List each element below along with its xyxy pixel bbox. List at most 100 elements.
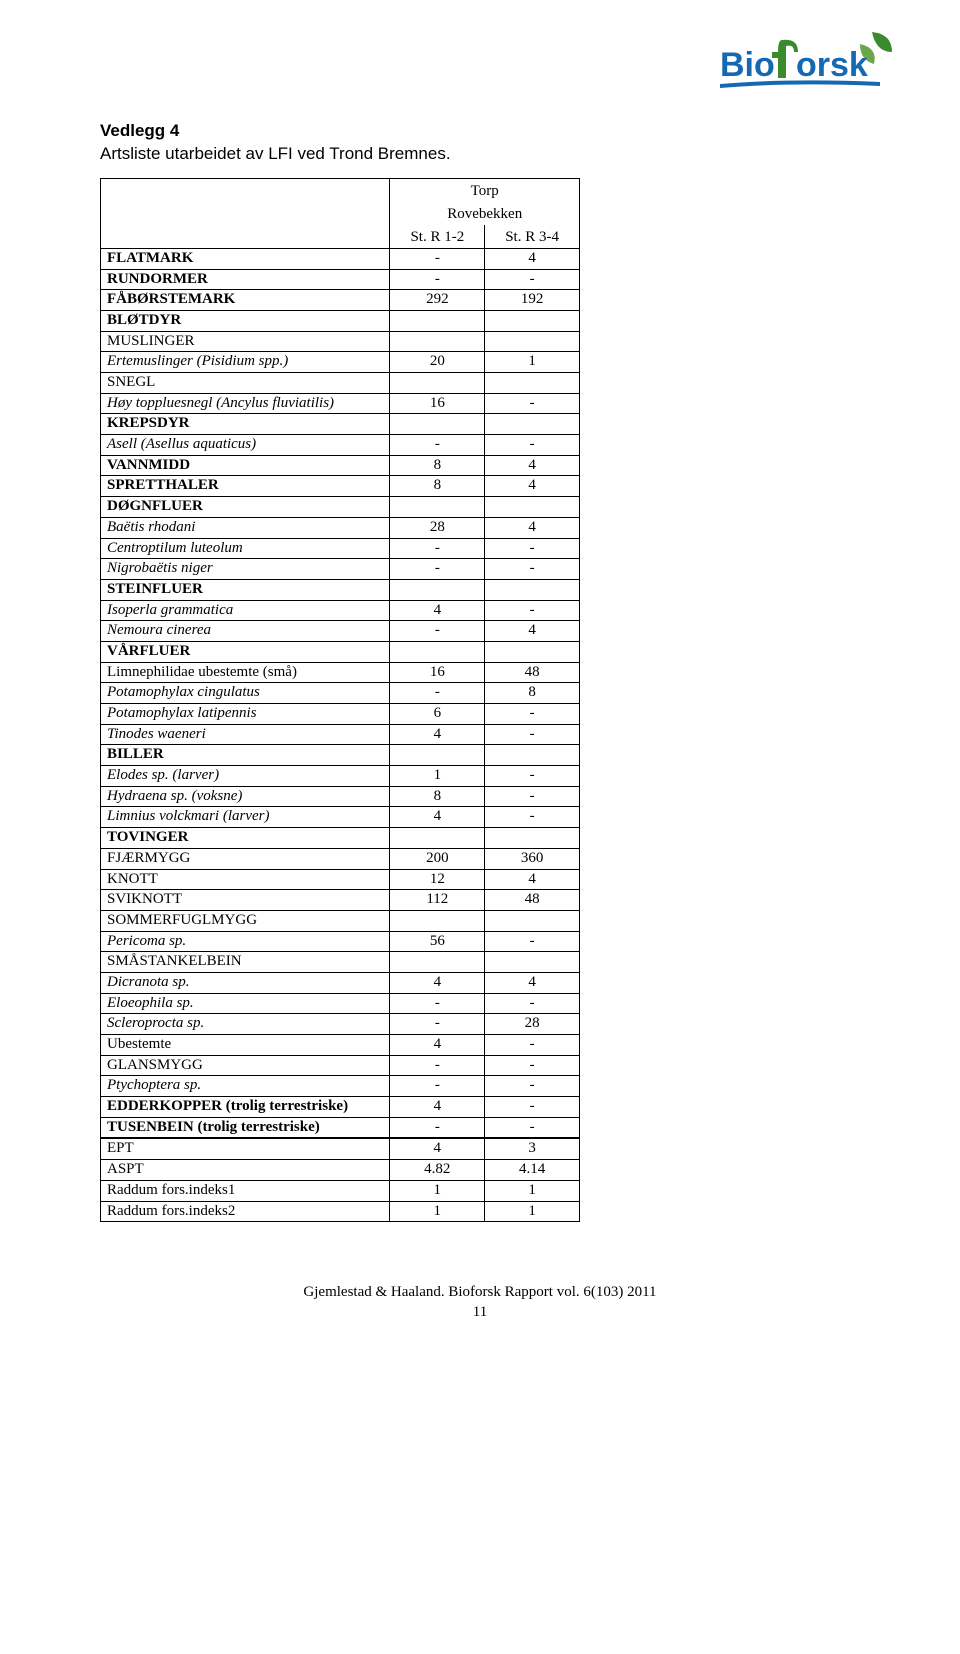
value-col1: 6 [390, 704, 485, 725]
table-row: SOMMERFUGLMYGG [101, 910, 580, 931]
value-col1: 4 [390, 600, 485, 621]
value-col2: - [485, 786, 580, 807]
value-col2: - [485, 1097, 580, 1118]
value-col2: 48 [485, 890, 580, 911]
value-col2 [485, 373, 580, 394]
species-name: FLATMARK [101, 248, 390, 269]
table-header-col1: St. R 1-2 [390, 225, 485, 249]
table-row: DØGNFLUER [101, 497, 580, 518]
table-row: Scleroprocta sp.-28 [101, 1014, 580, 1035]
table-row: Dicranota sp.44 [101, 972, 580, 993]
footer-page-number: 11 [100, 1302, 860, 1322]
species-name: Pericoma sp. [101, 931, 390, 952]
value-col2: 4 [485, 517, 580, 538]
species-name: FÅBØRSTEMARK [101, 290, 390, 311]
value-col2 [485, 497, 580, 518]
table-row: KNOTT124 [101, 869, 580, 890]
table-row: GLANSMYGG-- [101, 1055, 580, 1076]
value-col1 [390, 579, 485, 600]
value-col1: 20 [390, 352, 485, 373]
value-col2: 4 [485, 248, 580, 269]
summary-row: ASPT4.824.14 [101, 1160, 580, 1181]
summary-row: Raddum fors.indeks111 [101, 1180, 580, 1201]
value-col2 [485, 641, 580, 662]
footer-citation: Gjemlestad & Haaland. Bioforsk Rapport v… [100, 1282, 860, 1302]
species-name: Ptychoptera sp. [101, 1076, 390, 1097]
value-col1: - [390, 248, 485, 269]
table-row: Elodes sp. (larver)1- [101, 766, 580, 787]
value-col2: - [485, 1076, 580, 1097]
value-col1: 4 [390, 1035, 485, 1056]
species-name: TUSENBEIN (trolig terrestriske) [101, 1117, 390, 1138]
value-col2: 192 [485, 290, 580, 311]
species-name: Ertemuslinger (Pisidium spp.) [101, 352, 390, 373]
value-col2: 360 [485, 848, 580, 869]
value-col1: - [390, 1014, 485, 1035]
table-row: Ubestemte4- [101, 1035, 580, 1056]
species-name: Scleroprocta sp. [101, 1014, 390, 1035]
species-name: Dicranota sp. [101, 972, 390, 993]
summary-row: Raddum fors.indeks211 [101, 1201, 580, 1222]
value-col2: - [485, 807, 580, 828]
value-col2: 1 [485, 352, 580, 373]
page-header: Vedlegg 4 Artsliste utarbeidet av LFI ve… [100, 120, 860, 166]
species-name: VANNMIDD [101, 455, 390, 476]
value-col2: 28 [485, 1014, 580, 1035]
species-name: Elodes sp. (larver) [101, 766, 390, 787]
svg-text:Bio: Bio [720, 46, 775, 84]
table-row: MUSLINGER [101, 331, 580, 352]
value-col1: 292 [390, 290, 485, 311]
value-col1 [390, 414, 485, 435]
value-col1: - [390, 269, 485, 290]
table-row: FÅBØRSTEMARK292192 [101, 290, 580, 311]
value-col1: - [390, 683, 485, 704]
value-col1: - [390, 1117, 485, 1138]
summary-col1: 1 [390, 1201, 485, 1222]
table-row: Ptychoptera sp.-- [101, 1076, 580, 1097]
species-name: Asell (Asellus aquaticus) [101, 435, 390, 456]
table-row: Nigrobaëtis niger-- [101, 559, 580, 580]
value-col1: - [390, 435, 485, 456]
species-name: KREPSDYR [101, 414, 390, 435]
value-col2: - [485, 766, 580, 787]
svg-text:orsk: orsk [796, 46, 868, 84]
species-name: Tinodes waeneri [101, 724, 390, 745]
species-name: Potamophylax latipennis [101, 704, 390, 725]
table-row: SVIKNOTT11248 [101, 890, 580, 911]
species-name: Nigrobaëtis niger [101, 559, 390, 580]
value-col1: - [390, 621, 485, 642]
value-col2: - [485, 538, 580, 559]
table-row: VÅRFLUER [101, 641, 580, 662]
table-row: Isoperla grammatica4- [101, 600, 580, 621]
table-row: Potamophylax cingulatus-8 [101, 683, 580, 704]
species-name: Limnius volckmari (larver) [101, 807, 390, 828]
value-col1: - [390, 1076, 485, 1097]
value-col2: - [485, 435, 580, 456]
species-name: SMÅSTANKELBEIN [101, 952, 390, 973]
value-col1: 4 [390, 1097, 485, 1118]
page-title: Vedlegg 4 [100, 120, 860, 143]
value-col2: - [485, 724, 580, 745]
table-row: KREPSDYR [101, 414, 580, 435]
table-row: FJÆRMYGG200360 [101, 848, 580, 869]
species-name: DØGNFLUER [101, 497, 390, 518]
summary-col2: 3 [485, 1139, 580, 1160]
value-col1 [390, 745, 485, 766]
table-row: Pericoma sp.56- [101, 931, 580, 952]
summary-name: Raddum fors.indeks1 [101, 1180, 390, 1201]
table-row: Potamophylax latipennis6- [101, 704, 580, 725]
table-row: SPRETTHALER84 [101, 476, 580, 497]
species-name: SPRETTHALER [101, 476, 390, 497]
value-col1: 8 [390, 455, 485, 476]
value-col2: 4 [485, 476, 580, 497]
table-row: Centroptilum luteolum-- [101, 538, 580, 559]
table-row: BILLER [101, 745, 580, 766]
value-col1 [390, 497, 485, 518]
species-name: TOVINGER [101, 828, 390, 849]
species-name: FJÆRMYGG [101, 848, 390, 869]
value-col2: - [485, 600, 580, 621]
value-col2 [485, 952, 580, 973]
table-header-col2: St. R 3-4 [485, 225, 580, 249]
table-header-mid: Rovebekken [390, 202, 580, 225]
species-name: Høy toppluesnegl (Ancylus fluviatilis) [101, 393, 390, 414]
